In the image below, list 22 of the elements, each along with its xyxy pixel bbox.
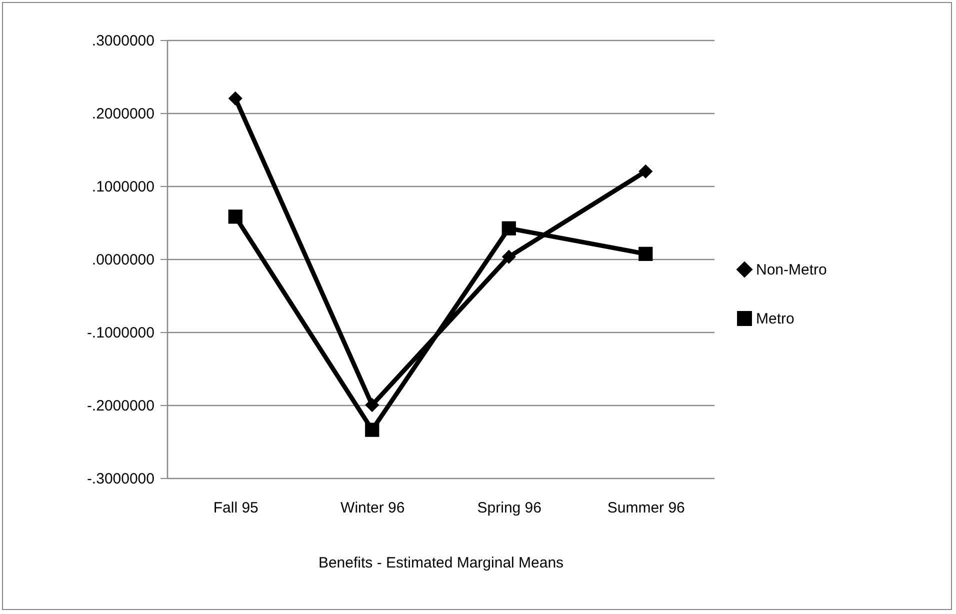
x-tick-label: Spring 96 [477,500,542,516]
x-tick-label: Fall 95 [213,500,258,516]
x-tick-label: Summer 96 [607,500,685,516]
y-tick-label: -.1000000 [86,324,154,342]
point [228,210,242,224]
point [638,164,653,178]
x-axis-title: Benefits - Estimated Marginal Means [318,554,564,572]
y-tick-label: .2000000 [92,106,154,122]
y-tick-label: .1000000 [92,178,154,196]
point [502,250,516,264]
point [638,246,653,261]
point [228,91,242,106]
point [365,422,380,437]
legend-label: Metro [756,310,794,328]
point [502,221,516,236]
y-tick-label: .0000000 [92,252,154,268]
x-tick-label: Winter 96 [340,500,405,516]
point [365,398,380,412]
y-tick-label: -.3000000 [86,470,154,488]
y-tick-label: -.2000000 [86,398,154,414]
y-tick-label: .3000000 [92,32,154,50]
legend-label: Non-Metro [756,262,827,278]
